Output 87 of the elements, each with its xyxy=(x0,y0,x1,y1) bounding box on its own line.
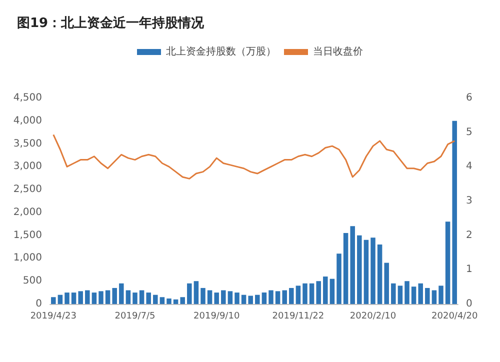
bar xyxy=(309,283,314,304)
bar xyxy=(173,299,178,304)
bar xyxy=(78,291,83,304)
bar xyxy=(126,290,131,304)
y-tick-label: 0 xyxy=(36,298,42,310)
bar xyxy=(85,290,90,304)
bar xyxy=(98,291,104,304)
bar xyxy=(438,286,444,304)
bar xyxy=(51,297,56,304)
bar xyxy=(139,290,144,304)
y-tick-label: 2,000 xyxy=(13,206,42,218)
bar xyxy=(432,290,437,304)
bar xyxy=(132,292,138,304)
bar xyxy=(221,290,226,304)
y-tick-label: 3,000 xyxy=(13,161,42,172)
y2-tick-label: 3 xyxy=(466,196,472,206)
bar xyxy=(296,286,301,304)
bar xyxy=(452,120,457,304)
bar xyxy=(105,290,110,304)
y-tick-label: 500 xyxy=(22,276,42,287)
bar xyxy=(377,244,382,304)
bar xyxy=(187,283,192,304)
bar xyxy=(282,290,287,304)
y2-tick-label: 1 xyxy=(466,264,472,276)
y-tick-label: 4,000 xyxy=(13,115,42,126)
bar xyxy=(228,291,233,304)
bar xyxy=(255,294,260,304)
bar xyxy=(214,292,219,304)
bar xyxy=(316,281,321,304)
bar xyxy=(180,297,185,304)
bar xyxy=(330,278,335,304)
bar xyxy=(289,288,294,304)
y-tick-label: 1,000 xyxy=(13,252,42,264)
bar xyxy=(112,288,117,304)
y-tick-label: 3,500 xyxy=(13,138,42,150)
y2-tick-label: 5 xyxy=(466,126,472,138)
bar xyxy=(445,222,450,304)
bar xyxy=(425,288,430,304)
x-tick-label: 2019/4/23 xyxy=(30,312,76,322)
bar xyxy=(384,262,389,304)
y-tick-label: 1,500 xyxy=(13,230,42,241)
legend-label: 北上资金持股数（万股） xyxy=(166,46,276,58)
bar xyxy=(268,290,274,304)
y2-tick-label: 0 xyxy=(466,298,472,310)
bar xyxy=(350,226,355,304)
bar xyxy=(262,292,267,304)
line-series xyxy=(52,134,456,180)
bar xyxy=(418,283,423,304)
y-tick-label: 2,500 xyxy=(13,184,42,196)
bar xyxy=(248,296,253,304)
y2-tick-label: 6 xyxy=(466,92,472,104)
bar xyxy=(166,298,172,304)
chart-title: 图19：北上资金近一年持股情况 xyxy=(17,15,206,31)
bar xyxy=(357,235,362,304)
bar xyxy=(58,294,63,304)
bar xyxy=(302,283,308,304)
legend-label: 当日收盘价 xyxy=(313,46,363,58)
bar xyxy=(404,281,410,304)
x-tick-label: 2019/11/22 xyxy=(272,312,324,322)
bar xyxy=(234,292,240,304)
bar xyxy=(370,238,376,304)
x-tick-label: 2019/9/10 xyxy=(194,312,240,322)
bar xyxy=(336,254,342,304)
bar xyxy=(92,292,97,304)
bar xyxy=(391,283,396,304)
bar xyxy=(119,283,124,304)
y2-tick-label: 4 xyxy=(466,161,472,172)
y-tick-label: 4,500 xyxy=(13,92,42,104)
x-tick-label: 2019/7/5 xyxy=(114,312,156,322)
bar xyxy=(153,294,158,304)
bar xyxy=(71,292,76,304)
bar xyxy=(146,292,151,304)
bar xyxy=(207,290,212,304)
bar xyxy=(194,281,199,304)
y2-tick-label: 2 xyxy=(466,230,472,241)
bar xyxy=(364,240,369,304)
bar xyxy=(275,291,280,304)
bar xyxy=(398,286,403,304)
bar xyxy=(323,276,328,304)
bar xyxy=(64,292,70,304)
x-tick-label: 2020/4/20 xyxy=(432,312,478,322)
bar xyxy=(411,286,416,304)
x-tick-label: 2020/2/10 xyxy=(350,312,396,322)
bar xyxy=(343,233,348,304)
bar xyxy=(160,297,165,304)
bar xyxy=(241,294,246,304)
bar xyxy=(200,288,206,304)
